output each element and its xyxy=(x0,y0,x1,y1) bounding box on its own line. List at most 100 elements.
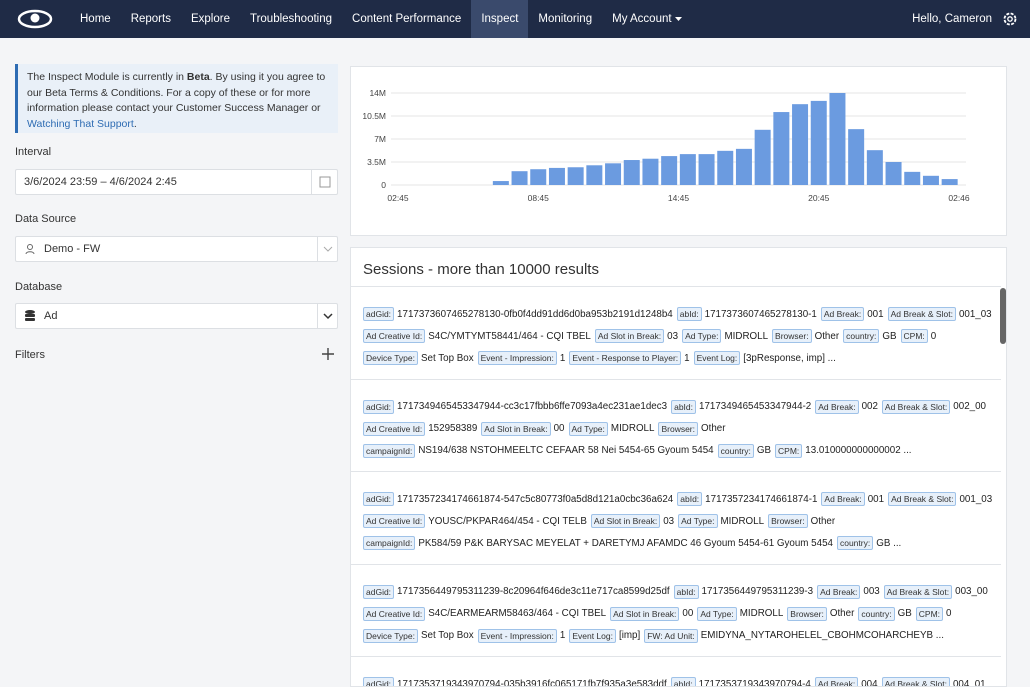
attribute-key: adGid: xyxy=(363,585,394,599)
bar xyxy=(530,169,546,185)
add-filter[interactable] xyxy=(321,347,335,361)
attribute-value: 0 xyxy=(946,608,951,619)
attribute-value: 001_03 xyxy=(959,309,992,320)
attribute-value: EMIDYNA_NYTAROHELEL_CBOHMCOHARCHEYB ... xyxy=(701,630,944,641)
attribute-key: adGid: xyxy=(363,307,394,321)
chevron xyxy=(317,304,337,328)
attribute-value: 1717353719343970794-4 xyxy=(699,679,811,687)
y-tick-label: 14M xyxy=(369,88,386,98)
source-value: Demo - FW xyxy=(44,243,100,255)
attribute-line: adGid:1717373607465278130-0fb0f4dd91dd6d… xyxy=(363,303,1001,325)
y-tick-label: 7M xyxy=(374,134,386,144)
database-select[interactable]: Ad xyxy=(15,303,338,329)
session-row[interactable]: adGid:1717353719343970794-035b3916fc0651… xyxy=(351,656,1001,687)
attribute-value: 0 xyxy=(931,331,936,342)
attribute-line: Ad Creative Id:S4C/YMTYMT58441/464 - CQI… xyxy=(363,325,1001,347)
sessions-title: Sessions - more than 10000 results xyxy=(363,261,599,278)
attribute-value: 001 xyxy=(867,309,883,320)
notice: The Inspect Module is currently in Beta.… xyxy=(15,64,338,133)
attribute-value: PK584/59 P&K BARYSAC MEYELAT + DARETYMJ … xyxy=(418,538,833,549)
attribute-key: FW: Ad Unit: xyxy=(644,629,698,643)
attribute-value: 1 xyxy=(560,630,565,641)
interval-input[interactable]: 3/6/2024 23:59 – 4/6/2024 2:45 xyxy=(15,169,338,195)
attribute-key: adGid: xyxy=(363,492,394,506)
attribute-key: Ad Slot in Break: xyxy=(610,607,679,621)
greeting[interactable]: Hello, Cameron xyxy=(912,13,1000,25)
attribute-value: YOUSC/PKPAR464/454 - CQI TELB xyxy=(428,516,587,527)
nav-item[interactable]: My Account xyxy=(602,0,693,38)
attribute-value: 00 xyxy=(554,423,565,434)
y-tick-label: 0 xyxy=(381,180,386,190)
attribute-key: Ad Type: xyxy=(697,607,736,621)
attribute-key: campaignId: xyxy=(363,444,415,458)
session-row[interactable]: adGid:1717356449795311239-8c20964f646de3… xyxy=(351,564,1001,647)
attribute-key: Ad Slot in Break: xyxy=(595,329,664,343)
sessions-card: Sessions - more than 10000 results adGid… xyxy=(350,247,1007,687)
attribute-line: Ad Creative Id:YOUSC/PKPAR464/454 - CQI … xyxy=(363,510,1001,532)
bar xyxy=(792,104,808,185)
attribute-key: Ad Break: xyxy=(821,307,864,321)
session-row[interactable]: adGid:1717357234174661874-547c5c80773f0a… xyxy=(351,471,1001,554)
attribute-value: Other xyxy=(815,331,840,342)
attribute-key: Event Log: xyxy=(569,629,616,643)
attribute-key: Device Type: xyxy=(363,351,418,365)
nav-item[interactable]: Explore xyxy=(181,0,240,38)
attribute-value: 1 xyxy=(684,353,689,364)
notice-link[interactable]: Watching That Support xyxy=(27,118,134,130)
attribute-key: Ad Type: xyxy=(678,514,717,528)
attribute-key: CPM: xyxy=(775,444,802,458)
settings-icon[interactable] xyxy=(1000,9,1030,29)
bar xyxy=(942,179,958,185)
nav-item[interactable]: Monitoring xyxy=(528,0,602,38)
bar xyxy=(586,165,602,185)
caret xyxy=(675,16,683,22)
attribute-value: 152958389 xyxy=(428,423,477,434)
nav-item[interactable]: Content Performance xyxy=(342,0,471,38)
attribute-key: Ad Break: xyxy=(815,677,858,687)
attribute-key: Browser: xyxy=(658,422,698,436)
attribute-value: 1717373607465278130-0fb0f4dd91dd6d0ba953… xyxy=(397,309,673,320)
nav-item[interactable]: Troubleshooting xyxy=(240,0,342,38)
attribute-key: abId: xyxy=(671,400,696,414)
nav-item[interactable]: Inspect xyxy=(471,0,528,38)
bar xyxy=(736,149,752,185)
attribute-line: adGid:1717356449795311239-8c20964f646de3… xyxy=(363,581,1001,603)
bar xyxy=(811,101,827,185)
nav-item[interactable]: Home xyxy=(70,0,121,38)
session-row[interactable]: adGid:1717373607465278130-0fb0f4dd91dd6d… xyxy=(351,286,1001,369)
nav-item[interactable]: Reports xyxy=(121,0,181,38)
bar xyxy=(755,130,771,185)
bar xyxy=(512,171,528,185)
session-row[interactable]: adGid:1717349465453347944-cc3c17fbbb6ffe… xyxy=(351,379,1001,462)
database-label: Database xyxy=(15,281,62,293)
attribute-key: country: xyxy=(837,536,873,550)
attribute-value: 03 xyxy=(663,516,674,527)
bar xyxy=(773,112,789,185)
attribute-value: GB xyxy=(882,331,896,342)
bar xyxy=(680,154,696,185)
x-tick-label: 20:45 xyxy=(808,193,830,203)
attribute-key: Device Type: xyxy=(363,629,418,643)
attribute-value: 001_03 xyxy=(959,494,992,505)
attribute-key: country: xyxy=(718,444,754,458)
bar xyxy=(493,181,509,185)
source-select[interactable]: Demo - FW xyxy=(15,236,338,262)
attribute-key: Ad Creative Id: xyxy=(363,607,425,621)
attribute-value: GB ... xyxy=(876,538,901,549)
notice-bold: Beta xyxy=(187,71,210,83)
attribute-value: S4C/YMTYMT58441/464 - CQI TBEL xyxy=(428,331,591,342)
bar xyxy=(829,93,845,185)
database-value: Ad xyxy=(44,310,57,322)
attribute-key: Ad Creative Id: xyxy=(363,422,425,436)
scrollbar[interactable] xyxy=(1000,288,1006,344)
attribute-key: adGid: xyxy=(363,400,394,414)
attribute-key: Ad Break: xyxy=(815,400,858,414)
calendar-icon[interactable] xyxy=(311,170,337,194)
x-tick-label: 02:46 xyxy=(948,193,970,203)
logo[interactable] xyxy=(10,0,70,38)
